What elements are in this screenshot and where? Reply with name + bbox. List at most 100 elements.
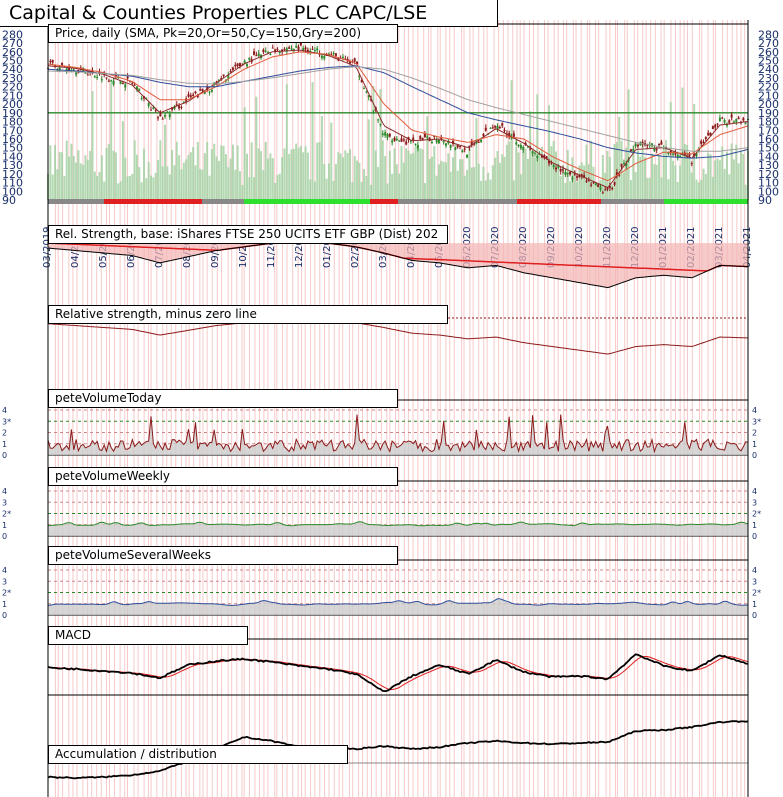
price-axis-right-label: 120 [758, 168, 779, 181]
pete-several-axis-left-label: 1 [2, 600, 7, 609]
candle-body [304, 47, 307, 50]
volume-bar [325, 178, 328, 200]
candle-body [512, 133, 515, 137]
date-axis-label: 12/2019 [294, 226, 305, 268]
volume-bar [304, 146, 307, 200]
candle-body [716, 123, 719, 125]
volume-bar [562, 164, 565, 200]
volume-bar [437, 164, 440, 200]
volume-bar [199, 168, 202, 200]
candle-body [454, 147, 457, 150]
candle-body [496, 126, 499, 130]
pete-weekly-area [48, 521, 748, 536]
volume-bar [89, 150, 92, 200]
candle-body [274, 49, 277, 52]
candle-body [444, 143, 447, 146]
volume-bar [576, 181, 579, 200]
volume-bar [559, 176, 562, 200]
price-axis-right-label: 240 [758, 63, 779, 76]
candle-body [571, 177, 574, 180]
pete-several-axis-left-label: 3 [2, 577, 7, 586]
volume-bar [423, 183, 426, 200]
volume-bar [384, 156, 387, 200]
pete-weekly-axis-right-label: 0 [752, 532, 757, 541]
pete-weekly-axis-left-label: 0 [2, 532, 7, 541]
candle-body [271, 47, 274, 49]
candle-body [498, 126, 501, 129]
candle-body [187, 94, 190, 97]
candle-body [295, 45, 298, 48]
volume-bar [138, 167, 141, 200]
candle-body [49, 60, 52, 63]
volume-bar [370, 184, 373, 200]
candle-body [430, 142, 433, 144]
candle-body [524, 142, 527, 145]
volume-bar [114, 152, 117, 200]
candle-body [676, 154, 679, 158]
candle-body [463, 148, 466, 150]
candle-body [683, 152, 686, 156]
sma-20-line [47, 49, 749, 189]
volume-bar [538, 153, 541, 200]
pete-weekly-axis-left-label: 4 [2, 487, 7, 496]
price-axis-right-label: 140 [758, 150, 779, 163]
volume-bar [341, 157, 344, 200]
candle-body [388, 133, 391, 137]
volume-bar [91, 91, 94, 200]
candle-body [613, 182, 616, 185]
candle-body [238, 63, 241, 67]
volume-bar [405, 148, 408, 200]
volume-bar [409, 153, 412, 200]
candle-body [316, 48, 319, 51]
volume-bar [220, 145, 223, 200]
candle-body [119, 80, 122, 84]
price-axis-left-label: 100 [2, 185, 23, 198]
candle-body [618, 174, 621, 176]
volume-bar [349, 148, 352, 200]
candle-body [477, 141, 480, 143]
volume-bar [510, 80, 513, 200]
candle-body [75, 72, 78, 75]
candle-body [437, 139, 440, 144]
volume-bar [309, 179, 312, 200]
candle-body [569, 171, 572, 175]
volume-bar [367, 119, 370, 200]
page-title: Capital & Counties Properties PLC CAPC/L… [0, 0, 498, 27]
volume-bar [302, 152, 305, 200]
volume-bar [290, 149, 293, 200]
pete-several-axis-right-label: 4 [752, 566, 757, 575]
volume-bar [150, 175, 153, 200]
pete-weekly-panel-label: peteVolumeWeekly [48, 467, 398, 486]
signal-bar-segment [517, 199, 601, 204]
candle-body [526, 146, 529, 148]
volume-bar [463, 175, 466, 200]
volume-bar [365, 175, 368, 200]
volume-bar [100, 155, 103, 200]
candle-body [440, 137, 443, 139]
candle-body [456, 145, 459, 148]
date-axis-label: 01/2020 [322, 226, 333, 268]
pete-today-axis-right-label: 1 [752, 440, 757, 449]
volume-bar [662, 147, 665, 200]
accdist-line [47, 720, 749, 780]
volume-bar [473, 167, 476, 200]
volume-bar [580, 162, 583, 200]
volume-bar [721, 146, 724, 200]
candle-body [194, 91, 197, 94]
candle-body [604, 189, 607, 191]
volume-bar [737, 163, 740, 200]
volume-bar [683, 143, 686, 200]
candle-body [625, 163, 628, 167]
candle-body [206, 86, 209, 90]
candle-body [494, 125, 497, 128]
volume-bar [161, 166, 164, 200]
price-axis-left-label: 210 [2, 89, 23, 102]
volume-bar [269, 153, 272, 200]
volume-bar [618, 116, 621, 200]
volume-bar [440, 160, 443, 200]
volume-bar [58, 151, 61, 200]
volume-bar [337, 152, 340, 200]
volume-bar [117, 183, 120, 200]
volume-bar [430, 156, 433, 200]
candle-body [332, 52, 335, 54]
